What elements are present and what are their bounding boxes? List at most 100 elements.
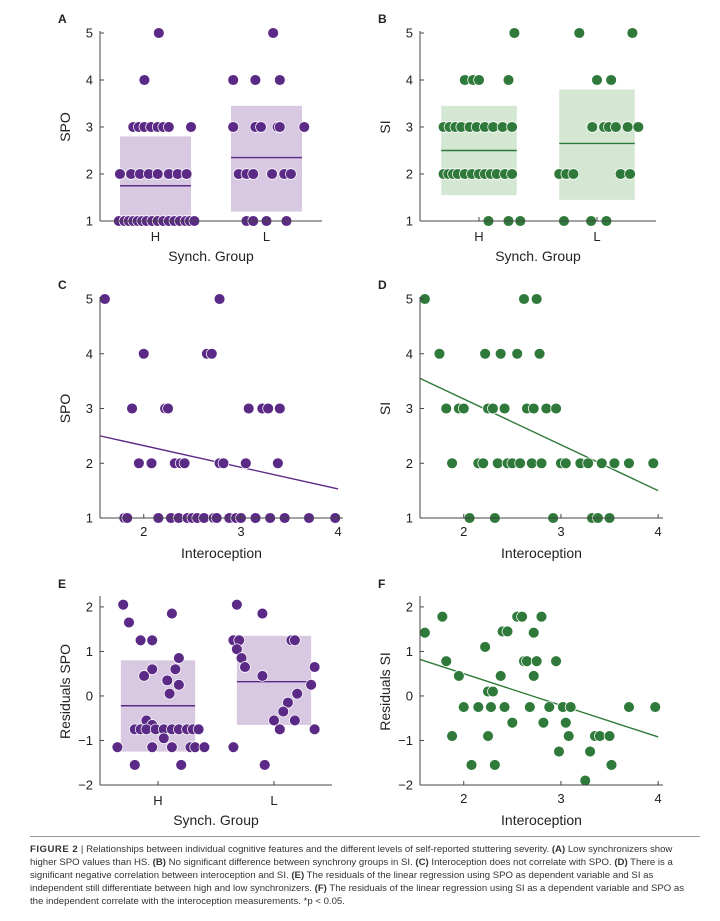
y-tick-label: 0 [86, 688, 93, 703]
x-tick-label: 2 [460, 524, 467, 539]
data-point [133, 457, 145, 470]
data-point [185, 121, 197, 133]
data-point [153, 27, 165, 39]
data-point [123, 616, 135, 629]
caption-figure-label: FIGURE 2 [30, 844, 79, 855]
panel-letter: A [58, 12, 67, 26]
data-point [277, 705, 290, 718]
data-point [498, 402, 511, 415]
data-point [440, 655, 452, 667]
x-tick-label: L [593, 229, 600, 244]
data-point [436, 610, 449, 623]
data-point [262, 402, 274, 415]
y-tick-label: 2 [86, 599, 93, 614]
caption-part-c-letter: (C) [415, 857, 429, 868]
data-point [596, 457, 608, 470]
x-tick-label: 4 [335, 524, 342, 539]
caption-part-c-text: Interoception does not correlate with SP… [431, 857, 612, 868]
data-point [477, 457, 489, 470]
chart-panel-b: B 1 2 3 4 5 H L Synch. Group SI [377, 12, 656, 264]
data-point [266, 168, 278, 180]
range-box [230, 105, 303, 212]
y-tick-label: 2 [406, 167, 413, 182]
data-point [527, 626, 540, 639]
y-tick-label: 1 [406, 511, 413, 526]
caption-part-d-letter: (D) [614, 857, 628, 868]
data-point [511, 348, 523, 360]
data-point [198, 741, 211, 753]
data-point [446, 457, 458, 470]
data-point [111, 741, 124, 753]
data-point [506, 716, 519, 729]
data-point [227, 741, 240, 753]
panel-letter: D [378, 278, 387, 292]
data-point [267, 27, 279, 39]
data-point [274, 402, 286, 415]
caption-part-a-letter: (A) [551, 844, 566, 855]
chart-panel-a: A 1 2 3 4 5 H L Synch. Group SPO [57, 12, 322, 264]
y-tick-label: 1 [406, 644, 413, 659]
data-point [308, 723, 321, 736]
y-tick-label: 1 [86, 511, 93, 526]
data-point [308, 661, 321, 673]
data-point [647, 457, 660, 470]
data-point [584, 745, 596, 758]
data-point [192, 723, 205, 736]
data-point [146, 663, 158, 675]
data-point [227, 121, 239, 133]
y-tick-label: 5 [86, 292, 93, 307]
data-point [146, 741, 158, 753]
data-point [550, 402, 562, 415]
regression-line [419, 377, 659, 492]
data-point [560, 716, 572, 729]
data-point [272, 457, 284, 470]
y-axis-label: SPO [57, 112, 73, 142]
x-axis-label: Synch. Group [168, 248, 254, 264]
data-point [169, 663, 182, 675]
data-point [117, 598, 129, 611]
data-point [530, 655, 543, 667]
data-point [582, 457, 594, 470]
data-point [274, 74, 286, 86]
figure-caption: FIGURE 2 | Relationships between individ… [30, 836, 700, 908]
data-point [258, 759, 271, 771]
y-tick-label: −2 [398, 778, 413, 793]
data-point [178, 457, 191, 470]
data-point [573, 27, 586, 39]
data-point [494, 348, 507, 360]
data-point [247, 168, 259, 180]
data-point [285, 168, 297, 180]
data-point [487, 685, 499, 698]
data-point [433, 348, 446, 360]
y-tick-label: 4 [86, 346, 93, 361]
caption-footnote: *p < 0.05. [303, 896, 345, 907]
data-point [479, 348, 491, 360]
data-point [99, 293, 111, 305]
data-point [274, 723, 286, 736]
data-point [162, 402, 174, 415]
range-box [559, 89, 635, 200]
caption-part-b-letter: (B) [152, 857, 166, 868]
x-tick-label: L [270, 793, 277, 808]
data-point [175, 759, 187, 771]
data-point [240, 457, 252, 470]
data-point [289, 634, 301, 647]
data-point [608, 457, 621, 470]
data-point [564, 701, 577, 713]
data-point [489, 759, 501, 771]
data-point [591, 74, 603, 86]
panel-letter: C [58, 278, 67, 292]
data-point [621, 121, 634, 133]
data-point [530, 293, 543, 305]
data-point [114, 168, 126, 180]
data-point [457, 701, 470, 713]
data-point [217, 457, 230, 470]
range-box [236, 635, 312, 725]
data-point [605, 74, 617, 86]
data-point [535, 457, 548, 470]
data-point [533, 348, 546, 360]
y-tick-label: 2 [86, 456, 93, 471]
data-point [440, 402, 452, 415]
data-point [649, 701, 661, 713]
